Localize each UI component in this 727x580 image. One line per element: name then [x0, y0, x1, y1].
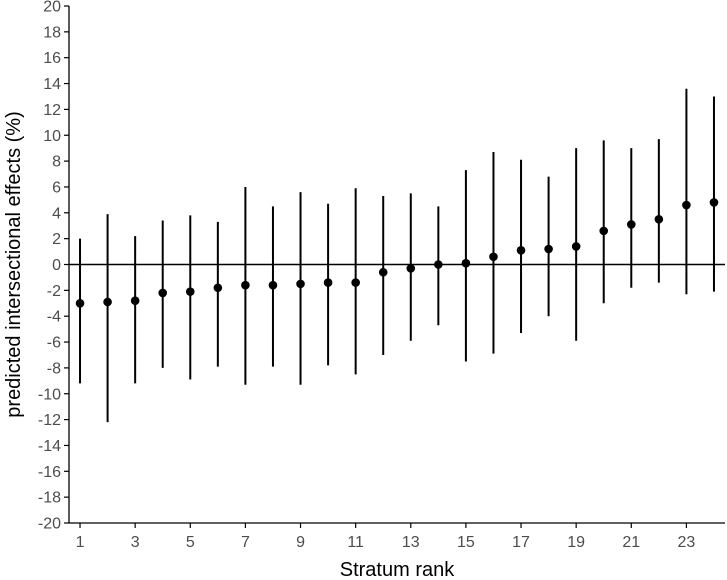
y-tick-label: -14 [38, 438, 61, 455]
y-tick-label: -18 [38, 490, 61, 507]
data-point [75, 298, 85, 308]
y-tick-label: 10 [43, 128, 61, 145]
x-tick-label: 21 [622, 534, 640, 551]
data-point [241, 280, 250, 290]
y-tick-label: 6 [52, 179, 61, 196]
data-point [571, 242, 581, 251]
y-tick-label: 4 [52, 205, 61, 222]
x-tick-label: 19 [567, 534, 585, 551]
y-axis-title: predicted intersectional effects (%) [3, 111, 25, 417]
x-tick-label: 5 [186, 534, 195, 551]
x-ticks: 1 3 5 7 9 11 13 15 17 19 21 23 [76, 523, 696, 551]
y-tick-label: -8 [47, 360, 61, 377]
data-point [682, 200, 691, 210]
y-tick-label: 16 [43, 50, 61, 67]
data-point [268, 280, 278, 290]
data-point [489, 252, 498, 262]
x-tick-label: 7 [241, 534, 250, 551]
x-tick-label: 13 [402, 534, 420, 551]
x-tick-label: 15 [457, 534, 475, 551]
y-tick-label: 12 [43, 102, 61, 119]
y-tick-label: -2 [47, 283, 61, 300]
y-tick-label: 20 [43, 0, 61, 16]
data-point [709, 198, 719, 207]
x-tick-label: 1 [76, 534, 85, 551]
data-point [461, 258, 471, 268]
y-tick-label: 18 [43, 24, 61, 41]
axes: -20-18-16-14-12-10-8-6-4-202468101214161… [38, 0, 725, 551]
data-point [158, 288, 168, 298]
data-point [434, 260, 443, 269]
data-point [544, 244, 553, 254]
data-point [378, 267, 388, 277]
data-point [626, 220, 636, 229]
x-tick-label: 9 [296, 534, 305, 551]
y-tick-label: -6 [47, 335, 61, 352]
data-point [213, 283, 223, 293]
data-point [130, 296, 140, 305]
data-point [185, 287, 195, 296]
y-tick-label: -20 [38, 516, 61, 533]
y-tick-label: -16 [38, 464, 61, 481]
y-tick-label: 14 [43, 76, 61, 93]
y-tick-label: 8 [52, 154, 61, 171]
y-tick-label: -4 [47, 309, 61, 326]
data-point [296, 279, 305, 289]
x-tick-label: 23 [678, 534, 696, 551]
data-point [516, 245, 526, 255]
data-point [323, 278, 333, 287]
y-tick-label: 0 [52, 257, 61, 274]
x-axis-title: Stratum rank [340, 559, 455, 580]
x-tick-label: 11 [347, 534, 364, 551]
x-tick-label: 3 [131, 534, 140, 551]
y-ticks: -20-18-16-14-12-10-8-6-4-202468101214161… [38, 0, 69, 533]
y-tick-label: 2 [52, 231, 61, 248]
data-point [103, 297, 112, 307]
data-point [351, 278, 360, 287]
plot-area [69, 88, 725, 423]
data-point [599, 226, 609, 236]
data-point [654, 214, 664, 224]
x-tick-label: 17 [512, 534, 530, 551]
y-tick-label: -12 [38, 412, 61, 429]
data-point [406, 264, 416, 273]
y-tick-label: -10 [38, 386, 61, 403]
